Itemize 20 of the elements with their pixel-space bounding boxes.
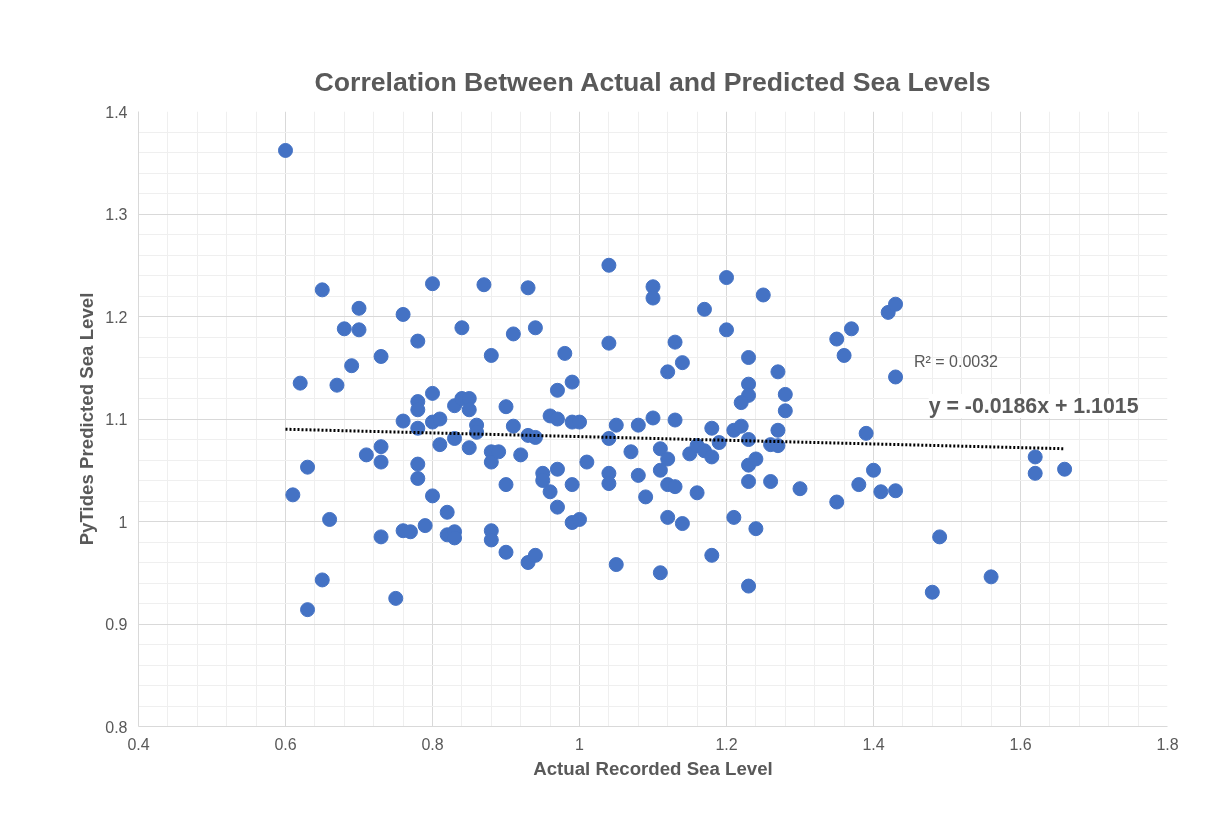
chart-title: Correlation Between Actual and Predicted Sea Levels	[314, 66, 991, 97]
y-tick-label: 1	[118, 513, 128, 531]
y-tick-label: 1.3	[105, 206, 128, 223]
x-tick-label: 0.8	[421, 735, 444, 753]
x-axis-title: Actual Recorded Sea Level	[533, 757, 773, 779]
annotation: y = -0.0186x + 1.1015	[928, 393, 1139, 418]
x-tick-label: 0.4	[127, 735, 150, 753]
y-tick-label: 1.1	[105, 411, 128, 428]
x-tick-label: 1.8	[1156, 735, 1179, 753]
y-axis-title: PyTides Predicted Sea Level	[76, 292, 98, 546]
x-tick-label: 1.2	[715, 735, 738, 753]
x-tick-label: 1.6	[1009, 735, 1032, 753]
x-tick-label: 1	[575, 735, 585, 753]
annotation: R² = 0.0032	[913, 352, 999, 370]
x-tick-label: 1.4	[862, 735, 885, 753]
y-tick-label: 0.8	[105, 718, 128, 736]
y-tick-label: 0.9	[105, 616, 128, 633]
x-tick-label: 0.6	[274, 735, 297, 753]
y-tick-label: 1.4	[105, 103, 128, 121]
y-tick-label: 1.2	[105, 308, 128, 326]
